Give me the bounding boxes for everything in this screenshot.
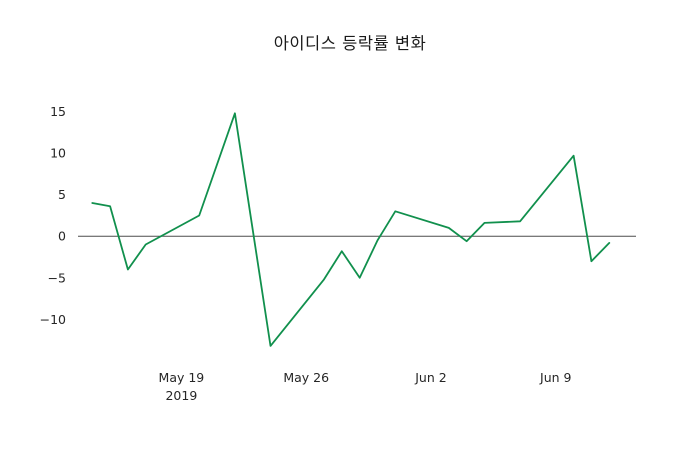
y-tick-label: 0 [58, 229, 66, 244]
y-tick-label: 15 [50, 104, 66, 119]
y-tick-label: 5 [58, 187, 66, 202]
y-tick-label: −5 [48, 270, 66, 285]
x-tick-label: Jun 9 [539, 370, 572, 385]
x-tick-label: May 26 [283, 370, 329, 385]
x-tick-sublabel: 2019 [165, 388, 197, 403]
x-tick-label: May 19 [159, 370, 205, 385]
x-tick-label: Jun 2 [414, 370, 446, 385]
series-line [91, 112, 611, 347]
y-tick-label: −10 [40, 312, 66, 327]
chart-title: 아이디스 등락률 변화 [273, 34, 427, 53]
y-tick-label: 10 [50, 146, 66, 161]
